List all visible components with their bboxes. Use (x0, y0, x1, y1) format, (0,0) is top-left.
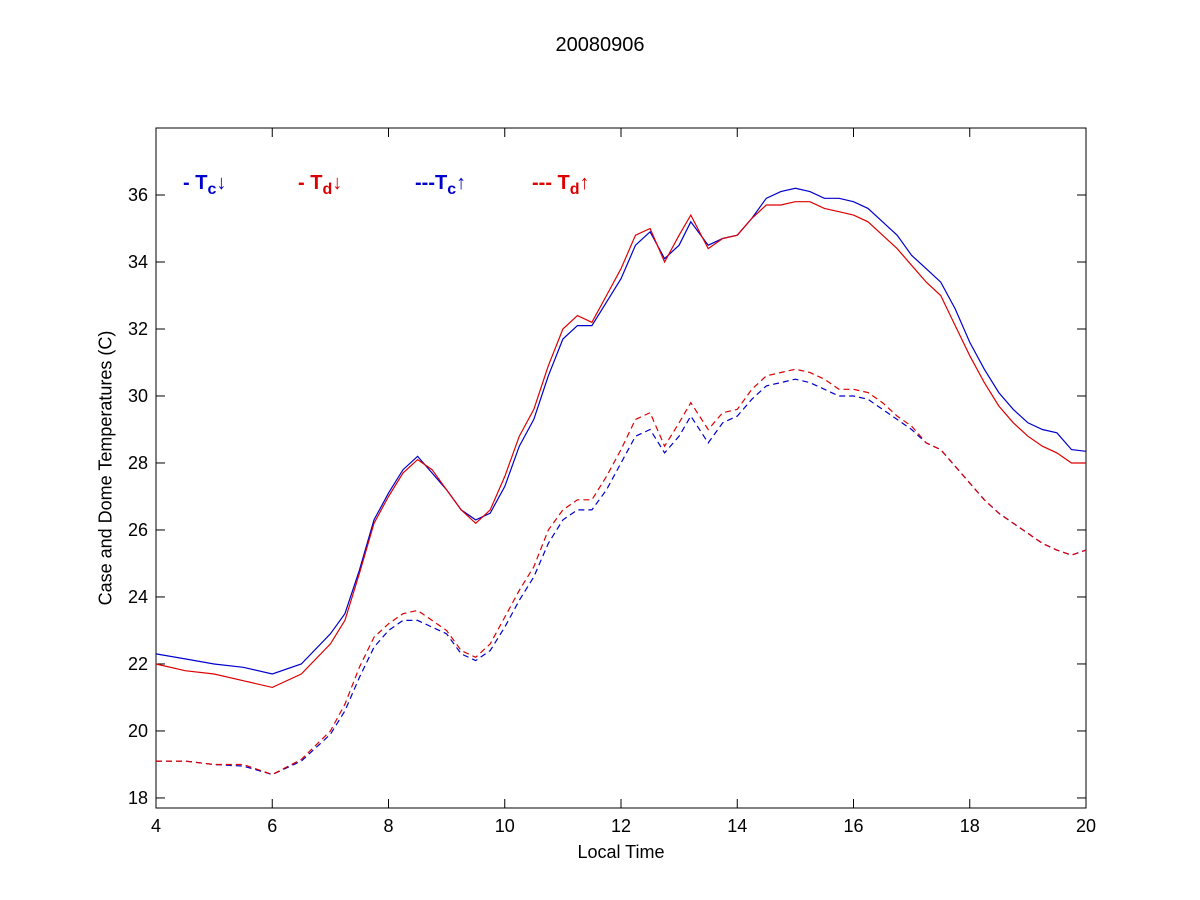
legend-subscript: d (322, 181, 333, 198)
y-tick-label: 24 (128, 587, 148, 607)
series-line-0 (155, 187, 1087, 675)
y-tick-label: 26 (128, 520, 148, 540)
legend-arrow: ↑ (579, 172, 590, 194)
legend-arrow: ↓ (216, 172, 227, 194)
x-tick-label: 14 (727, 816, 747, 836)
y-tick-label: 28 (128, 453, 148, 473)
y-tick-label: 36 (128, 185, 148, 205)
series-line-1 (155, 201, 1086, 689)
y-tick-label: 30 (128, 386, 148, 406)
y-tick-label: 18 (128, 788, 148, 808)
legend-entry: ---Tc↑ (415, 172, 466, 199)
legend-subscript: c (207, 181, 217, 198)
y-tick-label: 22 (128, 654, 148, 674)
x-tick-label: 8 (383, 816, 393, 836)
y-tick-label: 34 (128, 252, 148, 272)
legend-entry: - Td↓ (298, 172, 342, 199)
x-tick-label: 4 (151, 816, 161, 836)
legend-arrow: ↓ (332, 172, 343, 194)
legend-arrow: ↑ (456, 172, 467, 194)
x-tick-label: 10 (495, 816, 515, 836)
x-tick-label: 20 (1076, 816, 1096, 836)
legend-label: - T (298, 172, 323, 194)
x-tick-label: 6 (267, 816, 277, 836)
x-tick-label: 18 (960, 816, 980, 836)
legend-subscript: d (569, 181, 580, 198)
series-line-3 (156, 368, 1087, 776)
x-tick-label: 16 (843, 816, 863, 836)
legend-label: ---T (415, 172, 448, 194)
chart-title: 20080906 (555, 34, 645, 56)
y-tick-label: 20 (128, 721, 148, 741)
y-tick-label: 32 (128, 319, 148, 339)
x-tick-label: 12 (611, 816, 631, 836)
x-axis-label: Local Time (577, 842, 665, 862)
legend-label: - T (183, 172, 208, 194)
axes-box (155, 127, 1087, 809)
legend-entry: - Tc↓ (183, 172, 226, 199)
legend-label: --- T (532, 172, 570, 194)
legend-subscript: c (447, 181, 457, 198)
legend-entry: --- Td↑ (532, 172, 590, 199)
